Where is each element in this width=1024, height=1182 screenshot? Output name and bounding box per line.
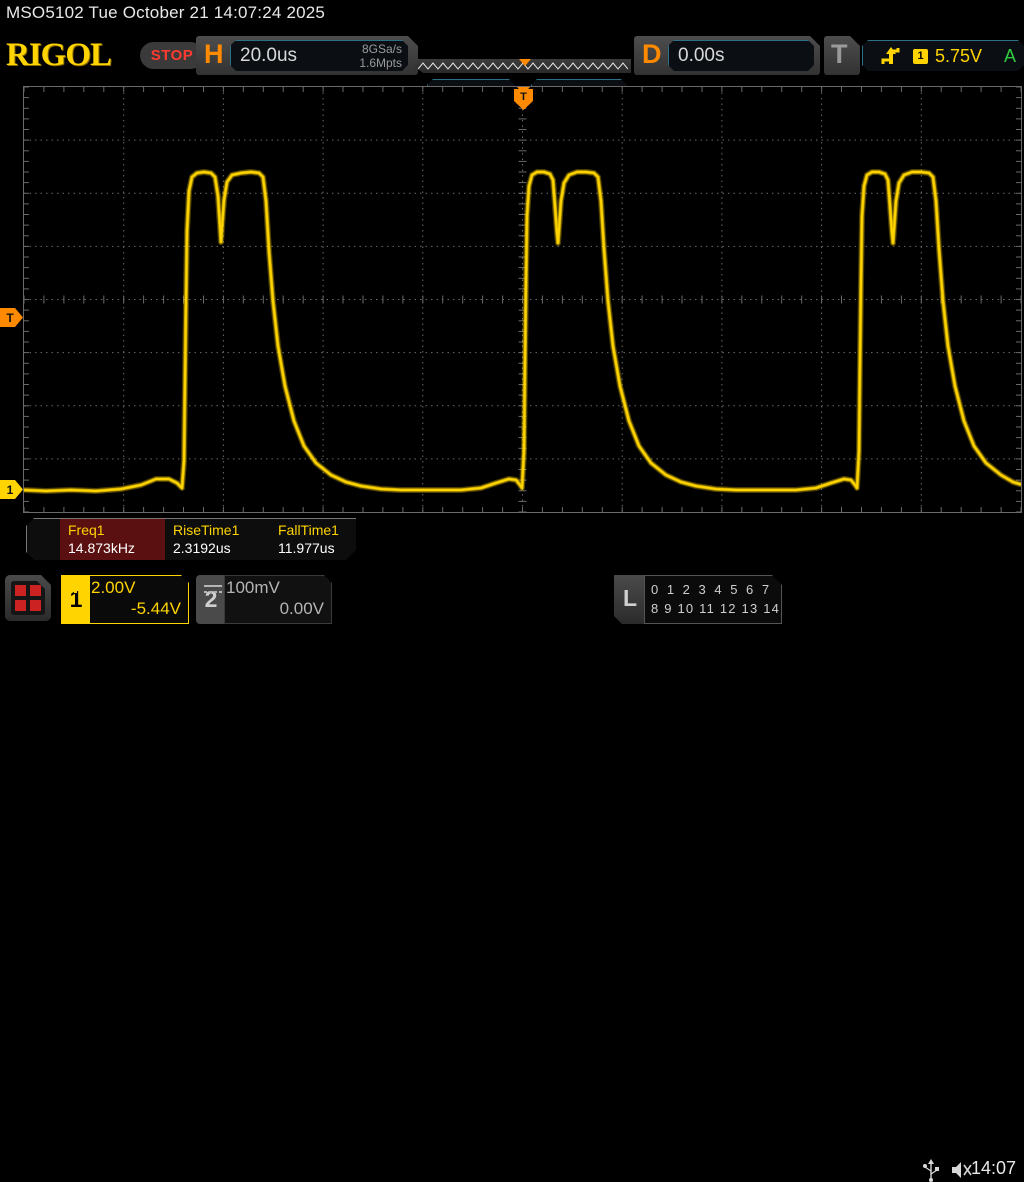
delay-panel[interactable]: D 0.00s [634, 36, 820, 75]
rigol-logo: RIGOL [6, 37, 112, 73]
grid-square-4 [30, 600, 41, 611]
rising-edge-icon [881, 47, 900, 64]
trigger-sweep-mode: A [1003, 46, 1016, 66]
logic-channels-panel[interactable]: L 0 1 2 3 4 5 6 7 8 9 10 11 12 13 14 15 [614, 575, 782, 624]
measurement-item[interactable]: FallTime1 11.977us [270, 519, 356, 560]
measurement-name: FallTime1 [278, 522, 339, 538]
memory-depth-value: 1.6Mpts [359, 56, 402, 70]
trigger-position-letter: T [520, 91, 527, 103]
grid-square-2 [30, 585, 41, 596]
channel-1-offset: -5.44V [130, 599, 181, 618]
measurement-name: Freq1 [68, 522, 105, 538]
trigger-panel[interactable]: T 1 5.75V A [824, 36, 1024, 75]
timebase-value: 20.0us [240, 45, 298, 66]
title-bar: MSO5102 Tue October 21 14:07:24 2025 [0, 0, 1024, 28]
sample-rate-value: 8GSa/s [361, 42, 402, 56]
dc-coupling-icon-ch2 [204, 585, 222, 593]
toolbar: RIGOL STOP H 20.0us 8GSa/s 1.6Mpts Measu… [0, 28, 1024, 106]
grid-square-3 [15, 600, 26, 611]
waveform-plot-area[interactable] [23, 86, 1022, 513]
measurement-item[interactable]: Freq1 14.873kHz [60, 519, 165, 560]
bottom-status-bar: 1 2.00V -5.44V 2 100mV 0.00 [0, 570, 1024, 1182]
measurement-name: RiseTime1 [173, 522, 240, 538]
channel-1-marker-letter: 1 [7, 483, 14, 497]
channel-1-ground-marker[interactable]: 1 [0, 479, 24, 500]
trigger-level-marker[interactable]: T [0, 307, 24, 328]
channel-2-scale: 100mV [226, 578, 280, 597]
trigger-value-field[interactable]: 1 5.75V A [862, 40, 1024, 71]
run-state-label: STOP [150, 47, 194, 64]
trigger-level-value: 5.75V [935, 46, 983, 66]
trigger-level-letter: T [6, 311, 14, 325]
logic-row-top: 0 1 2 3 4 5 6 7 [651, 582, 772, 597]
logic-channel-list: 0 1 2 3 4 5 6 7 8 9 10 11 12 13 14 15 [644, 575, 782, 624]
channel-2-panel[interactable]: 2 100mV 0.00V [196, 575, 332, 624]
usb-icon [923, 1159, 939, 1182]
delay-value-field[interactable]: 0.00s [668, 40, 814, 71]
channel-2-number: 2 [196, 575, 226, 624]
horizontal-label: H [204, 39, 224, 69]
measurement-panel[interactable]: Freq1 14.873kHz RiseTime1 2.3192us FallTime1… [26, 518, 356, 560]
logic-row-bottom: 8 9 10 11 12 13 14 15 [651, 601, 802, 616]
sample-rate-block: 8GSa/s 1.6Mpts [359, 42, 402, 70]
measurement-value: 2.3192us [173, 540, 231, 556]
memory-position-marker [519, 59, 531, 66]
delay-label: D [642, 39, 662, 69]
trigger-label: T [831, 39, 848, 69]
trigger-panel-bevel [824, 36, 860, 75]
channel-1-scale: 2.00V [91, 578, 136, 597]
dc-coupling-icon [69, 585, 87, 593]
channel-1-body [89, 575, 189, 624]
horizontal-value-field[interactable]: 20.0us 8GSa/s 1.6Mpts [230, 40, 408, 71]
channel-2-offset: 0.00V [279, 599, 324, 618]
trigger-source-badge: 1 [913, 49, 928, 64]
channel-1-waveform [24, 169, 1021, 494]
delay-value: 0.00s [678, 45, 725, 66]
grid-layout-icon[interactable] [5, 575, 51, 621]
measurement-value: 14.873kHz [68, 540, 135, 556]
model-datetime-label: MSO5102 Tue October 21 14:07:24 2025 [6, 3, 326, 22]
run-state-badge[interactable]: STOP [140, 42, 204, 69]
horizontal-timebase-panel[interactable]: H 20.0us 8GSa/s 1.6Mpts [196, 36, 418, 75]
measurement-item[interactable]: RiseTime1 2.3192us [165, 519, 270, 560]
grid-layout-icon-inner [11, 581, 45, 615]
logic-label: L [614, 575, 646, 624]
grid-square-1 [15, 585, 26, 596]
channel-1-number: 1 [61, 575, 91, 624]
trigger-position-marker[interactable]: T [513, 87, 534, 111]
clock-label: 14:07 [970, 1158, 1016, 1178]
measurement-value: 11.977us [278, 540, 335, 556]
channel-1-panel[interactable]: 1 2.00V -5.44V [61, 575, 189, 624]
channel-2-body [224, 575, 332, 624]
